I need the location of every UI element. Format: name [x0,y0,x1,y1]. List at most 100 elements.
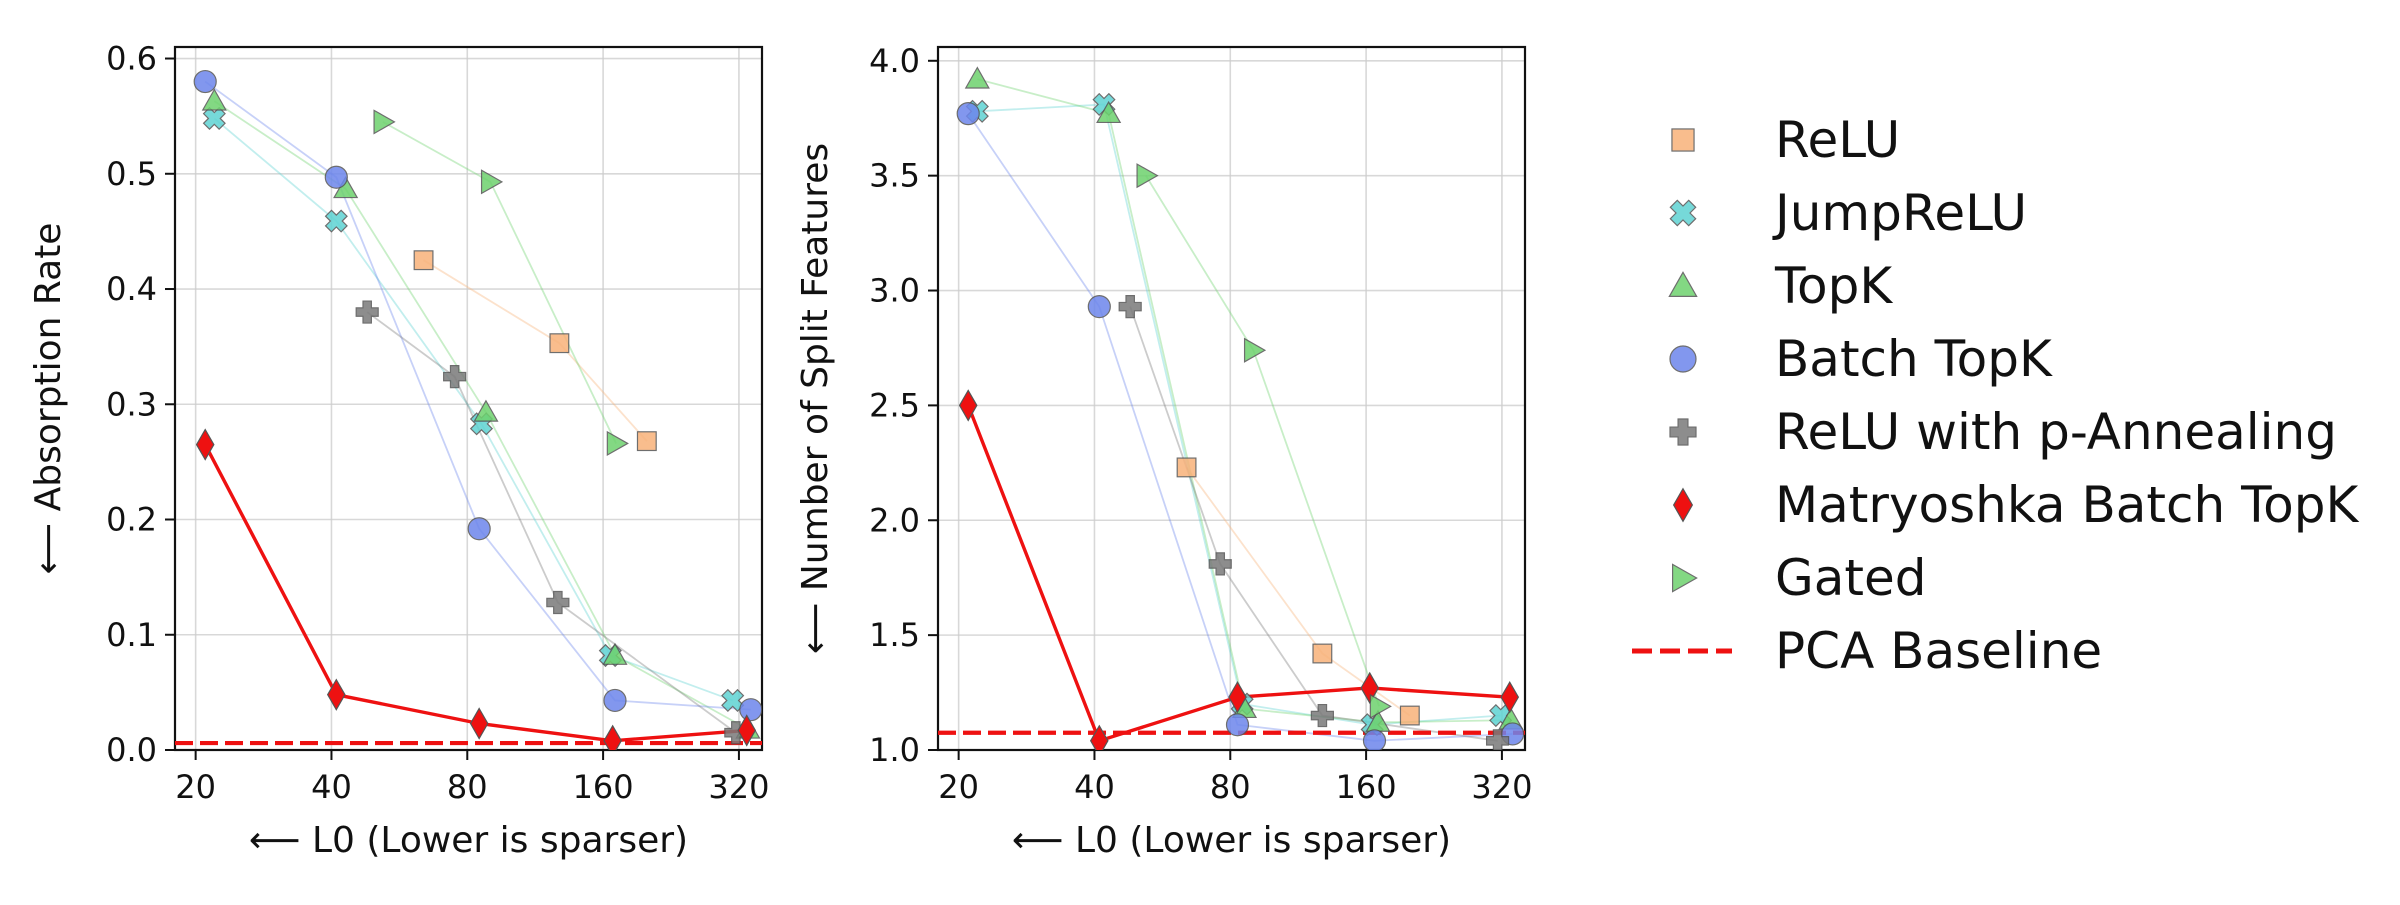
grid [938,47,1525,751]
point-topk [602,642,628,665]
point-batch-topk [467,517,491,541]
y-tick-label: 2.5 [869,386,920,424]
point-relu-with-p-annealing [546,590,570,615]
point-relu-with-p-annealing [1208,552,1232,576]
point-batch-topk [956,102,980,126]
split-features-chart: 20 40 80 160 320 1.0 1.5 2.0 2.5 3.0 3.5 4.0 ⟵ L0 (L… [795,42,1532,861]
y-tick-label: 0.1 [106,616,157,654]
legend-label: ReLU with p-Annealing [1775,403,2337,461]
point-matryoshka-batch-topk [958,389,978,422]
legend-label: PCA Baseline [1775,622,2102,680]
point-gated [480,169,504,195]
point-batch-topk [1087,295,1111,319]
y-tick-label: 0.3 [106,385,157,423]
legend-item-gated: Gated [1671,549,1927,607]
legend-label: Matryoshka Batch TopK [1775,476,2359,534]
legend-item-batch-topk: Batch TopK [1669,330,2053,388]
series-line-matryoshka-batch-topk [203,443,747,743]
point-matryoshka-batch-topk [737,714,757,747]
point-relu [549,333,570,354]
legend-label: Gated [1775,549,1927,607]
point-matryoshka-batch-topk [603,724,622,750]
point-matryoshka-batch-topk [1089,724,1109,750]
series-line-gated [382,121,617,444]
point-matryoshka-batch-topk [469,707,489,740]
y-tick-label: 0.0 [106,731,157,769]
point-relu [1312,643,1333,664]
legend-label: ReLU [1775,111,1900,169]
series-line-batch-topk [967,113,1513,742]
point-topk [473,399,499,422]
point-relu-with-p-annealing [355,300,379,324]
legend-label: JumpReLU [1772,184,2027,242]
y-tick-label: 0.4 [106,270,157,308]
y-tick-label: 3.0 [869,272,920,310]
x-tick-label: 20 [938,768,979,806]
point-gated [1243,337,1267,363]
point-gated [1369,693,1392,719]
x-axis-label: ⟵ L0 (Lower is sparser) [1012,820,1451,861]
point-topk [1096,100,1122,124]
legend-marker [1671,563,1698,593]
x-tick-label: 320 [708,768,769,806]
x-tick-label: 40 [1074,768,1115,806]
legend-marker [1671,128,1695,152]
point-relu [636,431,657,452]
legend-label: Batch TopK [1775,330,2053,388]
point-relu-with-p-annealing [1310,703,1334,728]
point-batch-topk [193,69,217,94]
point-matryoshka-batch-topk [326,678,346,711]
grid [175,47,762,751]
y-tick-label: 3.5 [869,157,920,195]
absorption-rate-chart: 20 40 80 160 320 0.0 0.1 0.2 0.3 0.4 0.5 0.6 ⟵ L0 (L… [28,40,769,861]
legend-label: TopK [1774,257,1893,315]
legend-item-relu-with-p-annealing: ReLU with p-Annealing [1669,403,2337,461]
x-tick-label: 80 [1210,768,1251,806]
x-tick-label: 80 [447,768,488,806]
x-tick-label: 40 [311,768,352,806]
point-matryoshka-batch-topk [195,428,215,461]
y-tick-label: 2.0 [869,501,920,539]
y-tick-label: 1.0 [869,731,920,769]
plot-frame [173,45,764,752]
point-batch-topk [1225,713,1250,737]
legend-item-matryoshka-batch-topk: Matryoshka Batch TopK [1672,476,2359,534]
point-topk [201,88,227,111]
x-tick-label: 320 [1471,768,1532,806]
point-relu-with-p-annealing [443,365,467,389]
legend-marker [1669,199,1697,227]
point-jumprelu [721,688,745,713]
y-tick-label: 1.5 [869,616,920,654]
y-tick-label: 0.2 [106,501,157,539]
x-tick-label: 20 [175,768,216,806]
point-relu [413,250,434,271]
point-batch-topk [603,688,627,713]
series-line-relu-with-p-annealing [1129,306,1498,742]
point-matryoshka-batch-topk [1228,680,1247,714]
y-axis-label: ⟵ Number of Split Features [795,143,836,654]
point-relu [1399,705,1420,726]
point-relu [1176,457,1197,478]
x-axis-label: ⟵ L0 (Lower is sparser) [249,820,688,861]
series-line-relu [423,259,648,442]
legend: ReLU JumpReLU TopK Batch TopK ReLU with p-An… [1632,111,2359,680]
point-relu-with-p-annealing [1485,729,1510,750]
point-gated [606,430,629,457]
y-tick-label: 0.5 [106,155,157,193]
legend-marker [1669,418,1697,446]
legend-item-jumprelu: JumpReLU [1669,184,2027,242]
legend-item-topk: TopK [1668,257,1893,315]
legend-marker [1668,271,1698,297]
point-matryoshka-batch-topk [1500,680,1520,714]
data-area [175,69,762,750]
y-axis-label: ⟵ Absorption Rate [28,223,69,575]
plot-frame [936,45,1527,752]
y-tick-label: 4.0 [869,42,920,80]
series-line-relu-with-p-annealing [366,311,737,734]
point-gated [1136,163,1159,189]
legend-item-pca-baseline: PCA Baseline [1632,622,2102,680]
point-relu-with-p-annealing [1118,295,1142,319]
point-batch-topk [739,698,762,722]
point-batch-topk [1362,729,1387,750]
